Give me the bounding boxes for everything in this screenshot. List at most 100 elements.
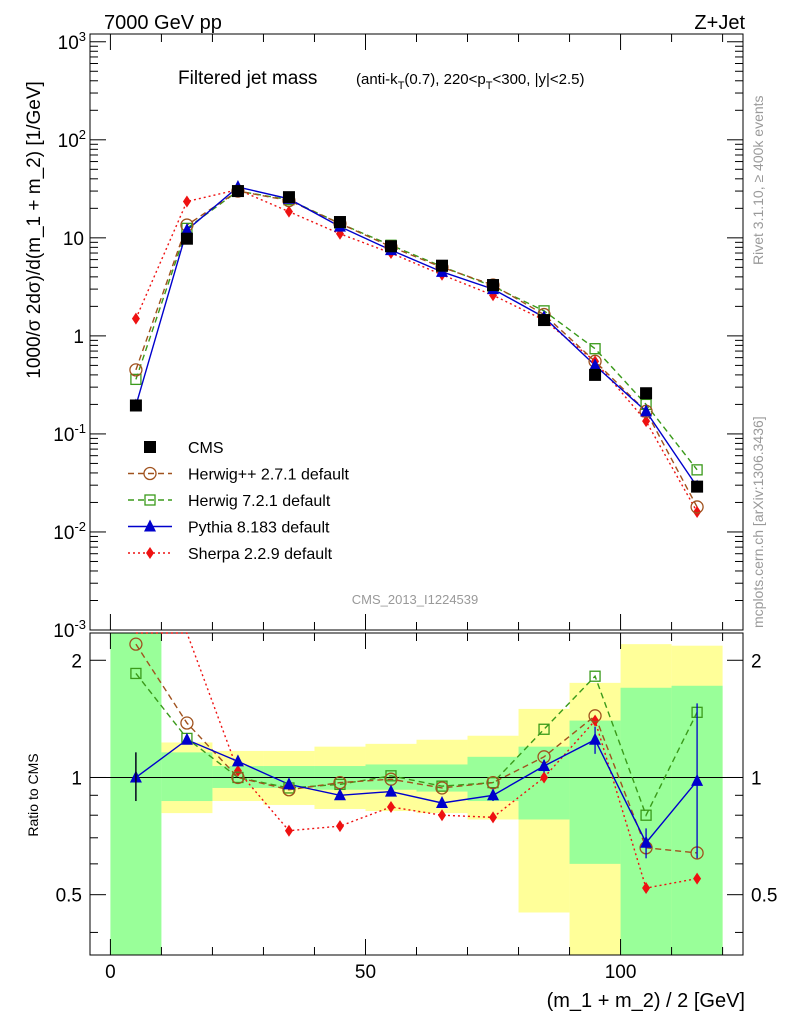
ratio-point-4-11: [693, 872, 702, 885]
y-axis-label: 1000/σ 2dσ)/d(m_1 + m_2) [1/GeV]: [24, 81, 45, 379]
main-frame: [89, 33, 744, 631]
main-point-4-0: [131, 312, 140, 325]
title-sub: (anti-k: [356, 71, 398, 88]
legend-marker-1: [143, 466, 157, 481]
ratio-point-1-2: [231, 770, 245, 785]
plot-title: Filtered jet mass (anti-kT(0.7), 220<pT<…: [178, 68, 585, 92]
main-point-0-8: [538, 314, 551, 327]
main-point-0-0: [129, 399, 142, 412]
main-point-4-3: [284, 205, 293, 218]
main-point-0-3: [282, 191, 295, 204]
legend-label-1: Herwig++ 2.7.1 default: [188, 467, 350, 484]
ratio-point-4-9: [591, 714, 600, 727]
ratio-point-2-7: [487, 776, 499, 789]
title-sub-t: T: [398, 80, 405, 92]
y-tick-label: 1: [73, 327, 84, 348]
ratio-point-3-8: [538, 759, 551, 772]
ratio-point-1-6: [435, 781, 449, 795]
ratio-point-4-3: [284, 824, 293, 837]
legend: CMS Herwig++ 2.7.1 default Herwig 7.2.1 de…: [128, 440, 350, 563]
ratio-point-2-9: [589, 670, 601, 682]
legend-label-0: CMS: [188, 440, 224, 457]
main-point-0-10: [640, 387, 653, 400]
main-point-2-11: [691, 464, 703, 476]
main-point-0-5: [384, 240, 397, 253]
main-line-3: [135, 186, 698, 488]
series-markers: [129, 180, 704, 895]
analysis-id-label: CMS_2013_I1224539: [352, 592, 479, 607]
title-sub-rest: (0.7), 220<p: [404, 71, 485, 88]
legend-label-2: Herwig 7.2.1 default: [188, 493, 331, 510]
ratio-point-4-8: [540, 771, 549, 784]
ratio-point-2-0: [130, 667, 142, 680]
energy-label: 7000 GeV pp: [104, 12, 222, 34]
axes: 10-3 10-2 10-1 1 10 102 103 0.5 0.5 1 1 2 2 0 50 100: [53, 29, 777, 983]
main-point-2-0: [130, 373, 142, 386]
ratio-point-3-3: [282, 777, 295, 790]
ratio-tick-label-left: 2: [71, 651, 82, 672]
y-tick-label: 10-2: [53, 519, 86, 544]
ratio-point-4-4: [335, 820, 344, 833]
ratio-uncertainty-bands: [110, 633, 723, 955]
x-tick-label: 100: [605, 962, 637, 983]
ratio-point-4-6: [438, 809, 447, 822]
ratio-tick-label-right: 1: [751, 768, 762, 789]
ratio-point-2-6: [436, 780, 448, 792]
ratio-line-1: [135, 643, 698, 854]
ratio-point-2-2: [232, 771, 244, 784]
ratio-point-2-8: [538, 723, 550, 735]
ratio-point-3-6: [436, 795, 449, 808]
title-sub-t2: T: [486, 80, 493, 92]
ratio-axis-label: Ratio to CMS: [25, 753, 41, 836]
main-point-0-4: [333, 216, 346, 229]
ratio-line-3: [135, 738, 698, 844]
rivet-version-label: Rivet 3.1.10, ≥ 400k events: [750, 95, 766, 265]
ratio-point-3-2: [231, 754, 244, 767]
legend-marker-0: [144, 441, 156, 453]
main-point-3-9: [589, 358, 602, 371]
ratio-point-1-0: [129, 637, 143, 651]
title-sub-end: <300, |y|<2.5): [492, 71, 584, 88]
ratio-tick-label-left: 0.5: [56, 886, 82, 907]
x-axis-label: (m_1 + m_2) / 2 [GeV]: [547, 990, 745, 1012]
legend-label-3: Pythia 8.183 default: [188, 520, 330, 537]
ratio-point-4-5: [386, 800, 395, 813]
ratio-point-3-9: [589, 732, 602, 745]
main-line-2: [135, 190, 698, 471]
ratio-point-3-4: [333, 788, 346, 801]
ratio-point-2-10: [640, 809, 652, 821]
ratio-point-4-10: [642, 882, 651, 895]
main-point-0-7: [487, 279, 500, 292]
main-point-0-9: [589, 368, 602, 381]
main-point-1-0: [129, 363, 143, 377]
ratio-point-4-7: [489, 811, 498, 824]
main-line-1: [135, 190, 698, 508]
main-point-2-9: [589, 343, 601, 355]
main-line-4: [135, 188, 698, 513]
y-tick-label: 10-3: [53, 617, 86, 642]
ratio-point-1-9: [588, 709, 602, 723]
y-tick-label: 10: [63, 229, 84, 250]
x-tick-label: 0: [105, 962, 116, 983]
legend-marker-2: [144, 494, 156, 506]
title-main: Filtered jet mass: [178, 68, 317, 89]
svg-text:(anti-kT(0.7), 220<pT<300, |y|: (anti-kT(0.7), 220<pT<300, |y|<2.5): [356, 71, 585, 92]
y-tick-label: 102: [58, 127, 86, 152]
legend-label-4: Sherpa 2.2.9 default: [188, 546, 333, 563]
series-lines: [135, 186, 698, 889]
main-point-0-6: [436, 259, 449, 272]
main-point-1-11: [690, 500, 704, 514]
ratio-point-1-1: [180, 716, 194, 730]
ratio-tick-label-left: 1: [71, 768, 82, 789]
y-tick-label: 103: [58, 29, 86, 54]
main-point-4-10: [642, 415, 651, 428]
main-point-0-11: [691, 480, 704, 493]
x-tick-label: 50: [355, 962, 376, 983]
legend-marker-3: [144, 519, 156, 532]
main-point-0-2: [231, 185, 244, 198]
green-band-1: [161, 752, 213, 802]
main-point-4-1: [182, 195, 191, 208]
main-point-4-11: [693, 505, 702, 518]
